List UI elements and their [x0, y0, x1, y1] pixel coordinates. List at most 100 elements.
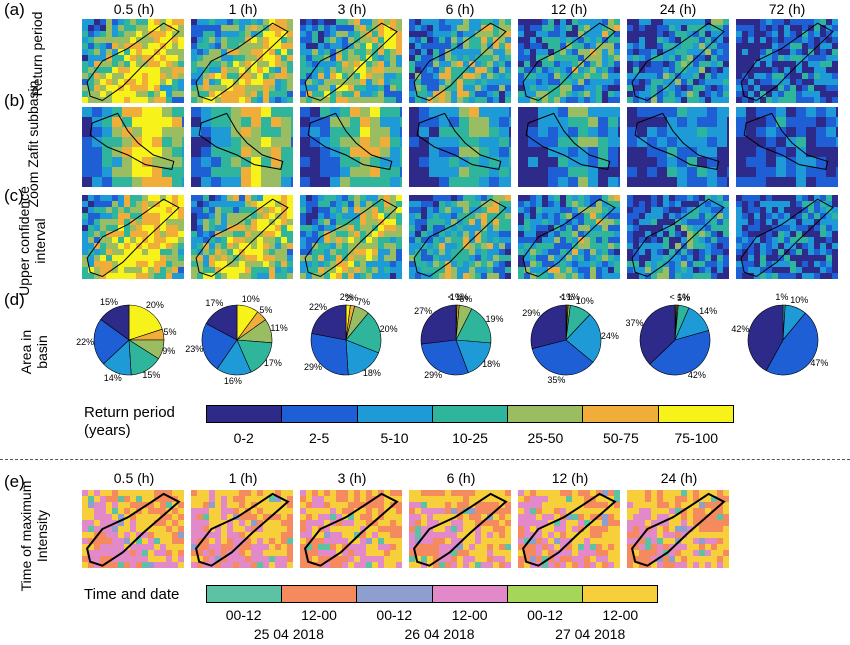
pie-label: 23%: [185, 343, 204, 354]
pie-slice-75-100: [128, 304, 163, 341]
upper-map-tile: [300, 195, 402, 279]
pie-label: 20%: [145, 300, 164, 311]
time-map-tile: [300, 490, 402, 568]
return-legend-title: Return period (years): [84, 404, 199, 440]
pie-label: 22%: [308, 301, 327, 312]
pie-slice-2-5: [765, 312, 819, 376]
pie-slice-5-10: [565, 314, 602, 363]
pie-label: 14%: [699, 306, 718, 317]
pie-label: 7%: [356, 296, 370, 307]
pie-label: 15%: [142, 370, 161, 381]
return-legend-label: 50-75: [602, 430, 639, 446]
pie-chart: [420, 304, 492, 376]
zoom-map-tile: [191, 107, 293, 187]
legend-swatch: [282, 406, 358, 422]
pie-label: 14%: [103, 373, 122, 384]
upper-map-tile: [82, 195, 184, 279]
pie-slice-0-2: [639, 304, 676, 365]
pie-label: 2%: [339, 292, 353, 303]
return-map-tile: [627, 19, 729, 103]
legend-swatch: [432, 586, 508, 602]
col-title-3: 6 (h): [445, 1, 475, 17]
col-title-2: 3 (h): [337, 1, 367, 17]
pie-label: 37%: [625, 317, 644, 328]
return-legend-label: 0-2: [233, 430, 254, 446]
time-legend-label: 12-00: [451, 607, 488, 623]
col-title-6: 72 (h): [768, 1, 806, 17]
pie-slice-0-2: [311, 304, 347, 341]
time-legend-title: Time and date: [84, 586, 180, 603]
zoom-map-tile: [518, 107, 620, 187]
time-col-title: 24 (h): [660, 470, 698, 486]
pie-label: 42%: [687, 370, 706, 381]
return-legend-label: 25-50: [527, 430, 564, 446]
row-label-area-text: Area in basin: [18, 329, 50, 375]
row-label-time-max-intensity: Time of maximum Intensity: [18, 476, 50, 596]
return-legend-label: 75-100: [674, 430, 719, 446]
return-map-tile: [82, 19, 184, 103]
pie-label: 35%: [547, 374, 566, 385]
section-divider: [0, 459, 850, 460]
pie-label: 1%: [775, 292, 789, 303]
pie-slice-0-2: [530, 304, 567, 350]
pie-chart: [201, 304, 273, 376]
panel-label-e: (e): [4, 472, 25, 491]
pie-label: 1%: [561, 292, 575, 303]
panel-label-b: (b): [4, 91, 25, 110]
legend-swatch: [583, 406, 659, 422]
pie-label: 29%: [424, 369, 443, 380]
upper-map-tile: [627, 195, 729, 279]
legend-swatch: [207, 586, 283, 602]
pie-label: 6%: [459, 293, 473, 304]
time-map-tile: [82, 490, 184, 568]
upper-map-tile: [736, 195, 838, 279]
pie-label: 17%: [205, 297, 224, 308]
legend-swatch: [357, 586, 433, 602]
pie-label: 22%: [76, 336, 95, 347]
pie-chart: [93, 304, 165, 376]
pie-label: < 1%: [559, 292, 580, 303]
col-title-5: 24 (h): [659, 1, 697, 17]
time-col-title: 12 (h): [551, 470, 589, 486]
col-title-0: 0.5 (h): [113, 1, 155, 17]
time-legend-date: 26 04 2018: [404, 626, 475, 642]
return-map-tile: [300, 19, 402, 103]
pie-label: < 1%: [447, 292, 469, 302]
return-legend-label: 2-5: [309, 430, 330, 446]
row-label-upper-ci: Upper confidence interval: [16, 171, 48, 311]
pie-label: 10%: [241, 294, 260, 305]
upper-map-tile: [409, 195, 511, 279]
time-map-tile: [518, 490, 620, 568]
zoom-map-tile: [409, 107, 511, 187]
zoom-map-tile: [736, 107, 838, 187]
pie-label: 11%: [270, 322, 288, 333]
legend-swatch: [432, 406, 509, 422]
pie-slice-2-5: [531, 339, 594, 376]
pie-chart: [747, 304, 819, 376]
row-label-time-text: Time of maximum Intensity: [18, 480, 50, 592]
row-label-upper-ci-text: Upper confidence interval: [16, 186, 48, 296]
time-col-title: 0.5 (h): [113, 470, 155, 486]
pie-slice-5-10: [345, 339, 379, 376]
time-legend-colorbar: [206, 585, 658, 603]
pie-chart: [530, 304, 602, 376]
legend-swatch: [207, 406, 283, 422]
upper-map-tile: [518, 195, 620, 279]
pie-slice-0-2: [205, 304, 238, 341]
time-legend-date: 27 04 2018: [555, 626, 626, 642]
pie-label: 10%: [790, 294, 809, 305]
pie-label: 27%: [414, 306, 433, 317]
pie-label: 18%: [362, 367, 381, 378]
pie-slice-0-2: [747, 304, 784, 372]
pie-slice-10-25: [455, 308, 492, 344]
pie-slice-2-5: [201, 323, 238, 370]
return-map-tile: [736, 19, 838, 103]
pie-slice-2-5: [93, 319, 130, 365]
pie-label: 42%: [731, 323, 750, 334]
return-legend-label: 10-25: [452, 430, 488, 446]
return-map-tile: [518, 19, 620, 103]
time-map-tile: [627, 490, 729, 568]
pie-label: < 1%: [669, 292, 691, 303]
zoom-map-tile: [82, 107, 184, 187]
pie-label: 20%: [379, 323, 398, 334]
